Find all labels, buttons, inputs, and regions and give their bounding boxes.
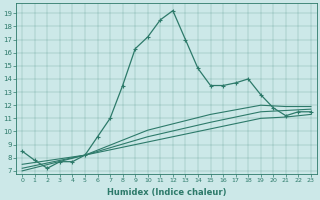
X-axis label: Humidex (Indice chaleur): Humidex (Indice chaleur) bbox=[107, 188, 226, 197]
